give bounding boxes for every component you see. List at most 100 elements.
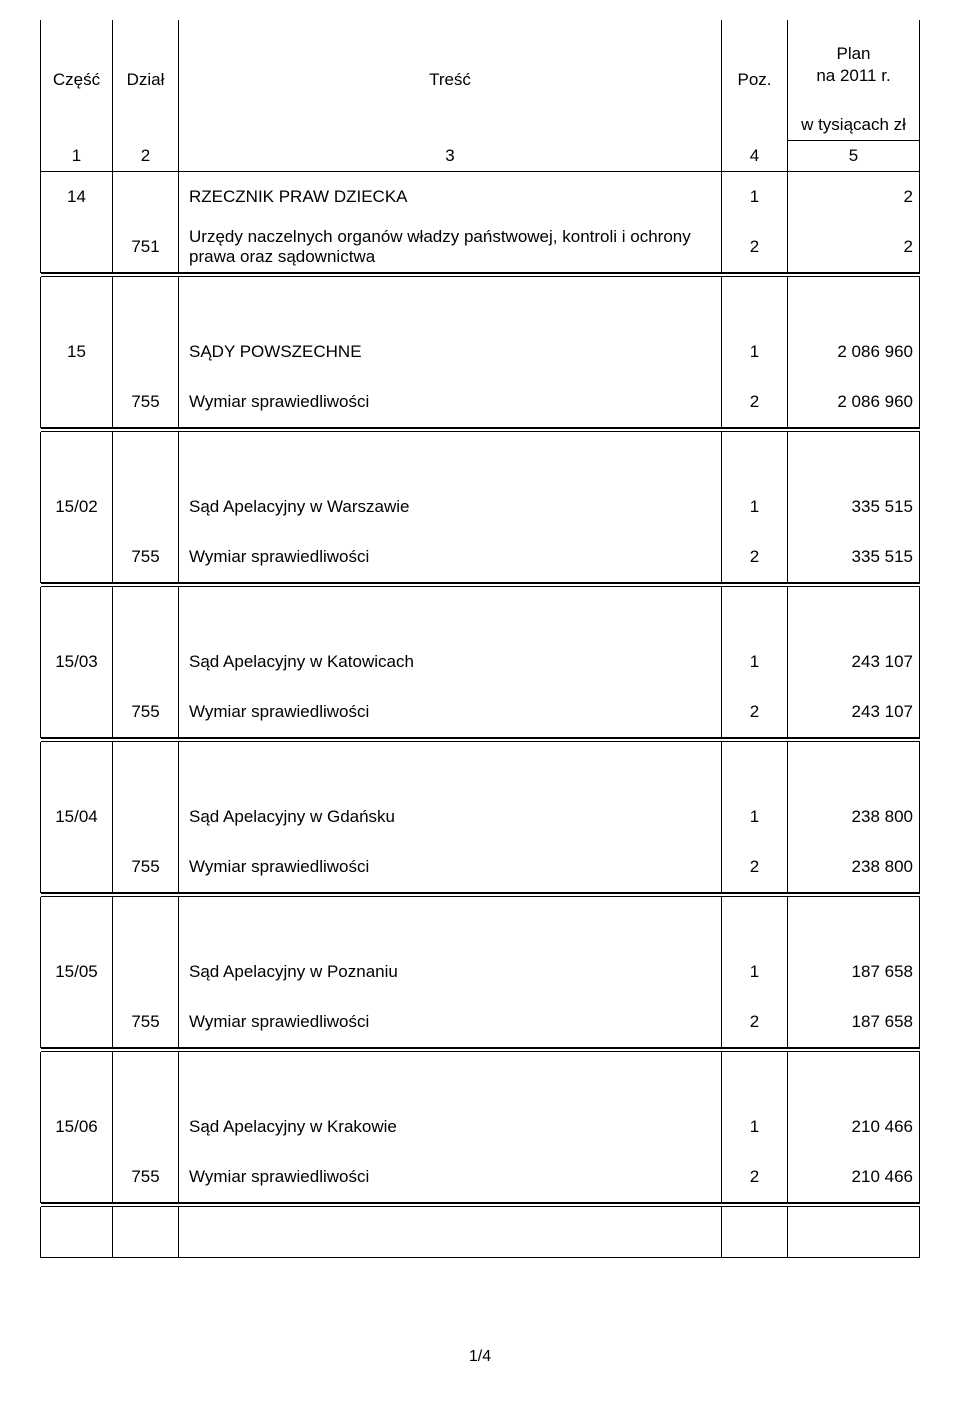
table-row: 755Wymiar sprawiedliwości2243 107 bbox=[41, 687, 920, 738]
cell-poz: 1 bbox=[722, 172, 788, 223]
cell-czesc: 15/04 bbox=[41, 792, 113, 842]
cell-plan: 210 466 bbox=[788, 1152, 920, 1203]
cell-plan: 2 086 960 bbox=[788, 377, 920, 428]
cell-plan: 243 107 bbox=[788, 687, 920, 738]
page-number: 1/4 bbox=[40, 1348, 920, 1366]
cell-dzial: 755 bbox=[113, 377, 179, 428]
cell-czesc bbox=[41, 1152, 113, 1203]
cell-plan: 187 658 bbox=[788, 947, 920, 997]
cell-plan: 210 466 bbox=[788, 1102, 920, 1152]
cell-dzial: 755 bbox=[113, 997, 179, 1048]
table-row bbox=[41, 1207, 920, 1258]
table-row: 751 Urzędy naczelnych organów władzy pań… bbox=[41, 222, 920, 273]
cell-tresc: Urzędy naczelnych organów władzy państwo… bbox=[179, 222, 722, 273]
table-row: 15/03 Sąd Apelacyjny w Katowicach1243 107 bbox=[41, 637, 920, 687]
cell-dzial bbox=[113, 172, 179, 223]
colnum-5: 5 bbox=[788, 141, 920, 172]
cell-czesc bbox=[41, 222, 113, 273]
cell-plan: 2 bbox=[788, 222, 920, 273]
cell-poz: 2 bbox=[722, 1152, 788, 1203]
budget-table: Część Dział Treść Poz. Plan na 2011 r. w… bbox=[40, 20, 920, 1258]
cell-poz: 2 bbox=[722, 997, 788, 1048]
cell-plan: 2 bbox=[788, 172, 920, 223]
cell-dzial bbox=[113, 1102, 179, 1152]
cell-dzial: 751 bbox=[113, 222, 179, 273]
table-row: 14 RZECZNIK PRAW DZIECKA 1 2 bbox=[41, 172, 920, 223]
cell-czesc: 15/05 bbox=[41, 947, 113, 997]
cell-czesc bbox=[41, 377, 113, 428]
cell-tresc: Sąd Apelacyjny w Warszawie bbox=[179, 482, 722, 532]
cell-czesc: 14 bbox=[41, 172, 113, 223]
cell-tresc: Wymiar sprawiedliwości bbox=[179, 687, 722, 738]
th-plan-line2: na 2011 r. bbox=[816, 66, 890, 85]
cell-poz: 1 bbox=[722, 637, 788, 687]
th-plan-line1: Plan bbox=[836, 44, 870, 63]
th-dzial: Dział bbox=[113, 20, 179, 141]
cell-plan: 187 658 bbox=[788, 997, 920, 1048]
table-row: 15/04Sąd Apelacyjny w Gdańsku1238 800 bbox=[41, 792, 920, 842]
table-row bbox=[41, 897, 920, 947]
cell-poz: 1 bbox=[722, 1102, 788, 1152]
cell-dzial: 755 bbox=[113, 842, 179, 893]
table-row: 755Wymiar sprawiedliwości2187 658 bbox=[41, 997, 920, 1048]
cell-czesc bbox=[41, 532, 113, 583]
th-plan: Plan na 2011 r. bbox=[788, 20, 920, 110]
cell-tresc: Wymiar sprawiedliwości bbox=[179, 532, 722, 583]
cell-tresc: Sąd Apelacyjny w Krakowie bbox=[179, 1102, 722, 1152]
cell-tresc: SĄDY POWSZECHNE bbox=[179, 327, 722, 377]
cell-czesc: 15 bbox=[41, 327, 113, 377]
th-tresc: Treść bbox=[179, 20, 722, 141]
table-row: 15/06 Sąd Apelacyjny w Krakowie1210 466 bbox=[41, 1102, 920, 1152]
cell-poz: 2 bbox=[722, 532, 788, 583]
separator-thin bbox=[41, 1258, 920, 1259]
th-czesc: Część bbox=[41, 20, 113, 141]
cell-dzial bbox=[113, 637, 179, 687]
table-row: 15/05 Sąd Apelacyjny w Poznaniu1187 658 bbox=[41, 947, 920, 997]
cell-plan: 238 800 bbox=[788, 792, 920, 842]
cell-tresc: Wymiar sprawiedliwości bbox=[179, 1152, 722, 1203]
cell-dzial: 755 bbox=[113, 532, 179, 583]
cell-tresc: Wymiar sprawiedliwości bbox=[179, 377, 722, 428]
cell-tresc: Wymiar sprawiedliwości bbox=[179, 842, 722, 893]
table-row: 755Wymiar sprawiedliwości2335 515 bbox=[41, 532, 920, 583]
table-row bbox=[41, 432, 920, 482]
cell-dzial bbox=[113, 327, 179, 377]
cell-dzial bbox=[113, 482, 179, 532]
cell-dzial bbox=[113, 792, 179, 842]
table-row: 755Wymiar sprawiedliwości2210 466 bbox=[41, 1152, 920, 1203]
cell-plan: 335 515 bbox=[788, 532, 920, 583]
cell-tresc: Sąd Apelacyjny w Poznaniu bbox=[179, 947, 722, 997]
th-unit: w tysiącach zł bbox=[788, 110, 920, 141]
colnum-3: 3 bbox=[179, 141, 722, 172]
cell-poz: 2 bbox=[722, 842, 788, 893]
th-poz: Poz. bbox=[722, 20, 788, 141]
table-row bbox=[41, 277, 920, 327]
cell-poz: 1 bbox=[722, 947, 788, 997]
table-row: 15 SĄDY POWSZECHNE12 086 960 bbox=[41, 327, 920, 377]
cell-poz: 1 bbox=[722, 482, 788, 532]
colnum-1: 1 bbox=[41, 141, 113, 172]
table-row bbox=[41, 1052, 920, 1102]
cell-poz: 2 bbox=[722, 687, 788, 738]
cell-plan: 243 107 bbox=[788, 637, 920, 687]
cell-tresc: Wymiar sprawiedliwości bbox=[179, 997, 722, 1048]
cell-tresc: Sąd Apelacyjny w Katowicach bbox=[179, 637, 722, 687]
cell-poz: 2 bbox=[722, 222, 788, 273]
colnum-2: 2 bbox=[113, 141, 179, 172]
table-row: 755Wymiar sprawiedliwości22 086 960 bbox=[41, 377, 920, 428]
cell-poz: 1 bbox=[722, 327, 788, 377]
cell-poz: 1 bbox=[722, 792, 788, 842]
table-row: 15/02Sąd Apelacyjny w Warszawie1335 515 bbox=[41, 482, 920, 532]
cell-czesc: 15/03 bbox=[41, 637, 113, 687]
cell-czesc bbox=[41, 842, 113, 893]
cell-tresc: RZECZNIK PRAW DZIECKA bbox=[179, 172, 722, 223]
cell-plan: 238 800 bbox=[788, 842, 920, 893]
cell-czesc: 15/02 bbox=[41, 482, 113, 532]
table-row bbox=[41, 742, 920, 792]
table-row bbox=[41, 587, 920, 637]
cell-plan: 2 086 960 bbox=[788, 327, 920, 377]
cell-dzial: 755 bbox=[113, 1152, 179, 1203]
cell-czesc: 15/06 bbox=[41, 1102, 113, 1152]
cell-czesc bbox=[41, 687, 113, 738]
table-row: 755Wymiar sprawiedliwości2238 800 bbox=[41, 842, 920, 893]
